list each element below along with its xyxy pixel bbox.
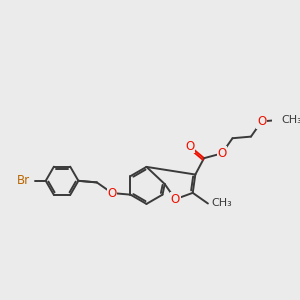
Text: O: O bbox=[107, 187, 117, 200]
Text: O: O bbox=[257, 115, 266, 128]
Text: O: O bbox=[217, 147, 226, 160]
Text: O: O bbox=[185, 140, 194, 153]
Text: O: O bbox=[171, 193, 180, 206]
Text: CH₃: CH₃ bbox=[281, 115, 300, 125]
Text: Br: Br bbox=[17, 174, 31, 187]
Text: CH₃: CH₃ bbox=[211, 199, 232, 208]
